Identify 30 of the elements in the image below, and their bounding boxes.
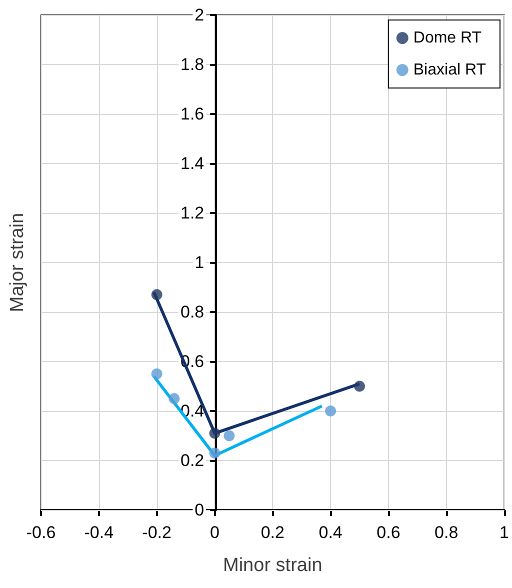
x-axis-title: Minor strain	[223, 555, 322, 576]
y-axis-title: Major strain	[7, 212, 28, 312]
point	[325, 406, 336, 416]
point	[168, 393, 180, 404]
y-tick-label: 1	[194, 253, 204, 272]
y-tick-label: 2	[194, 6, 204, 24]
x-tick-label: 1	[500, 523, 510, 542]
x-tick-label: 0	[210, 523, 220, 542]
y-tick-label: 1.8	[180, 55, 204, 74]
point	[209, 428, 220, 439]
x-tick-label: 0.4	[318, 523, 342, 542]
y-tick-label: 1.2	[180, 204, 204, 222]
y-tick-label: 1.6	[180, 104, 204, 124]
x-tick-label: -0.2	[142, 523, 172, 542]
x-tick-label: 0.6	[376, 523, 400, 542]
x-tick-label: 0.2	[260, 523, 284, 542]
x-tick-label: -0.6	[26, 523, 56, 542]
point	[151, 289, 162, 300]
x-tick-label: -0.4	[84, 523, 114, 542]
y-tick-label: 0.2	[180, 451, 204, 470]
x-tick-label: 0.8	[434, 523, 458, 542]
y-tick-label: 0	[194, 500, 204, 520]
y-tick-label: 1.4	[180, 154, 204, 173]
point	[354, 380, 365, 392]
legend-label: Dome RT	[413, 30, 482, 46]
y-tick-label: 0.8	[180, 302, 204, 322]
legend-label: Biaxial RT	[413, 62, 486, 78]
point	[224, 430, 235, 442]
point	[151, 368, 162, 380]
point	[209, 448, 220, 459]
